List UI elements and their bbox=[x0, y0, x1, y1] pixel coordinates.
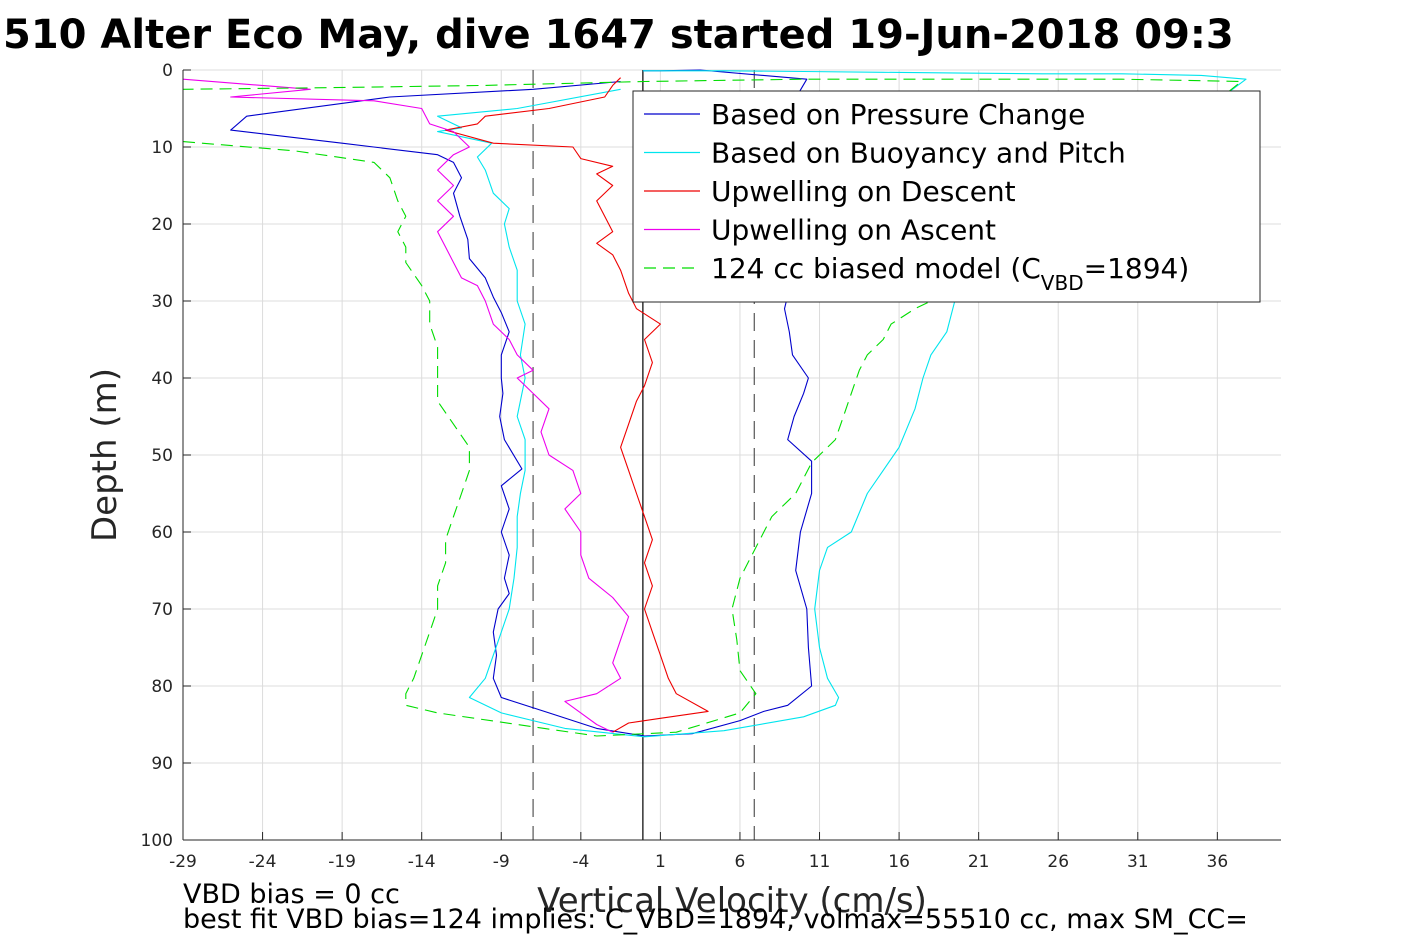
legend-box bbox=[632, 90, 1261, 303]
legend: Based on Pressure Change Based on Buoyanc… bbox=[632, 90, 1261, 303]
series-line-3 bbox=[182, 78, 630, 733]
x-axis-label: Vertical Velocity (cm/s) bbox=[537, 881, 927, 921]
series-line-2 bbox=[445, 77, 709, 733]
y-tick-label: 70 bbox=[151, 600, 173, 620]
x-tick-label: 16 bbox=[888, 852, 910, 872]
x-tick-label: 31 bbox=[1127, 852, 1149, 872]
y-tick-label: 30 bbox=[151, 292, 173, 312]
x-tick-label: 11 bbox=[809, 852, 831, 872]
y-tick-label: 10 bbox=[151, 138, 173, 158]
x-ticks: -29 -24 -19 -14 -9 -4 1 6 11 16 21 26 31 36 bbox=[169, 832, 1228, 872]
series-line-0 bbox=[230, 69, 813, 737]
x-tick-label: 26 bbox=[1047, 852, 1069, 872]
x-tick-label: -29 bbox=[169, 852, 197, 872]
chart-title: 510 Alter Eco May, dive 1647 started 19-… bbox=[3, 12, 1234, 58]
x-tick-label: -14 bbox=[408, 852, 436, 872]
x-tick-label: -24 bbox=[249, 852, 277, 872]
footer-line-1: VBD bias = 0 cc bbox=[183, 879, 400, 910]
legend-label: Based on Pressure Change bbox=[711, 98, 1085, 131]
legend-label: Upwelling on Ascent bbox=[711, 214, 996, 247]
y-tick-label: 20 bbox=[151, 215, 173, 235]
x-tick-label: 1 bbox=[655, 852, 666, 872]
y-tick-label: 0 bbox=[162, 61, 173, 81]
y-ticks: 0 10 20 30 40 50 60 70 80 90 100 bbox=[141, 61, 191, 851]
y-tick-label: 50 bbox=[151, 446, 173, 466]
footer-line-2: best fit VBD bias=124 implies: C_VBD=189… bbox=[183, 904, 1248, 935]
legend-label: Based on Buoyancy and Pitch bbox=[711, 137, 1126, 170]
x-tick-label: -4 bbox=[572, 852, 589, 872]
y-tick-label: 80 bbox=[151, 677, 173, 697]
series-line-4 bbox=[182, 78, 1242, 737]
y-tick-label: 60 bbox=[151, 523, 173, 543]
y-tick-label: 100 bbox=[141, 831, 173, 851]
legend-label: Upwelling on Descent bbox=[711, 175, 1016, 208]
x-tick-label: 6 bbox=[735, 852, 746, 872]
x-tick-label: -9 bbox=[493, 852, 510, 872]
x-tick-label: 36 bbox=[1207, 852, 1229, 872]
y-tick-label: 90 bbox=[151, 754, 173, 774]
y-tick-label: 40 bbox=[151, 369, 173, 389]
y-axis-label: Depth (m) bbox=[85, 368, 125, 542]
x-tick-label: -19 bbox=[328, 852, 356, 872]
x-tick-label: 21 bbox=[968, 852, 990, 872]
